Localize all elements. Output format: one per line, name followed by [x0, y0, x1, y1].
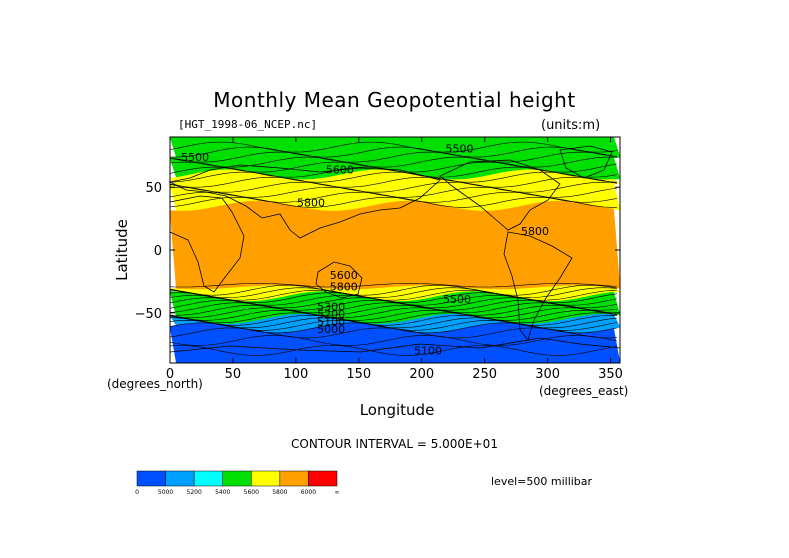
europe-asia-coastline [168, 164, 441, 239]
x-tick-label-3: 150 [346, 367, 371, 382]
band-1 [169, 146, 621, 168]
contour-label-3: 5800 [297, 196, 325, 209]
contour-line-12 [169, 283, 617, 288]
contour-label-1: 5500 [446, 142, 474, 155]
contour-label-0: 5500 [181, 151, 209, 164]
colorbar-swatch-5 [279, 470, 309, 487]
chart-title: Monthly Mean Geopotential height [213, 88, 576, 112]
contour-label-11: 5000 [317, 323, 345, 336]
contour-line-14 [169, 287, 617, 299]
colorbar-swatch-1 [165, 470, 195, 487]
colorbar-label-7: ∞ [335, 489, 340, 496]
band-3 [169, 169, 621, 193]
contour-line-30 [169, 335, 617, 346]
y-axis-ticks: −50 0 50 [135, 181, 620, 322]
pressure-level: level=500 millibar [491, 475, 593, 488]
contour-line-6 [169, 171, 617, 183]
africa-coastline [169, 195, 245, 293]
x-axis-label: Longitude [359, 401, 435, 419]
contour-line-4 [169, 161, 617, 173]
contour-line-29 [169, 327, 617, 339]
contour-line-15 [169, 289, 617, 301]
y-tick-label-2: 50 [145, 181, 162, 196]
contour-line-10 [169, 191, 617, 203]
colorbar-swatch-2 [193, 470, 223, 487]
x-tick-label-7: 350 [598, 367, 623, 382]
contour-labels: 5500550056005800580056005800550053005200… [181, 142, 549, 357]
colorbar-label-6: 6000 [301, 489, 316, 496]
contour-line-2 [169, 151, 617, 163]
x-axis-unit: (degrees_east) [539, 384, 629, 398]
x-tick-label-5: 250 [472, 367, 497, 382]
australia-coastline [315, 261, 363, 299]
contour-label-12: 5100 [414, 344, 442, 357]
contour-line-23 [169, 310, 617, 321]
x-tick-label-0: 0 [166, 367, 174, 382]
contour-label-10: 5100 [317, 316, 345, 329]
contour-line-13 [169, 284, 617, 296]
colorbar-swatch-0 [136, 470, 166, 487]
band-5 [169, 200, 621, 290]
contour-line-11 [169, 197, 617, 208]
contour-line-25 [169, 314, 617, 326]
contour-line-7 [169, 176, 617, 188]
contour-label-2: 5600 [326, 164, 354, 177]
colorbar-swatch-3 [222, 470, 252, 487]
contour-line-8 [169, 181, 617, 193]
contour-interval: CONTOUR INTERVAL = 5.000E+01 [291, 437, 498, 451]
contour-line-0 [169, 141, 617, 153]
y-tick-label-0: −50 [135, 307, 162, 322]
contour-label-4: 5800 [521, 225, 549, 238]
colorbar-label-4: 5600 [244, 489, 259, 496]
antarctica-coastline [169, 337, 621, 353]
north-america-coastline [439, 159, 561, 231]
contour-label-8: 5300 [317, 301, 345, 314]
colorbar-label-5: 5800 [272, 489, 287, 496]
contour-lines [169, 141, 617, 356]
contour-line-22 [169, 307, 617, 319]
colorbar-label-0: 0 [135, 489, 139, 496]
contour-line-24 [169, 312, 617, 324]
contour-line-21 [169, 304, 617, 316]
contour-line-19 [169, 300, 617, 311]
contour-line-20 [169, 302, 617, 314]
south-america-coastline [503, 231, 573, 341]
colorbar-swatch-6 [308, 470, 338, 487]
coastlines [168, 145, 621, 353]
greenland-coastline [559, 145, 613, 179]
contour-label-9: 5200 [317, 308, 345, 321]
units-label: (units:m) [541, 118, 601, 133]
colorbar: 0 5000 5200 5400 5600 5800 6000 ∞ [135, 470, 340, 496]
x-tick-label-2: 100 [283, 367, 308, 382]
contour-line-1 [169, 146, 617, 158]
dataset-filename: [HGT_1998-06_NCEP.nc] [178, 118, 318, 131]
contour-label-7: 5500 [443, 293, 471, 306]
x-tick-label-1: 50 [225, 367, 242, 382]
colorbar-label-2: 5200 [187, 489, 202, 496]
contour-line-5 [169, 166, 617, 178]
contour-label-6: 5800 [330, 280, 358, 293]
contour-line-26 [170, 317, 617, 329]
x-tick-label-6: 300 [535, 367, 560, 382]
contour-line-31 [169, 345, 617, 356]
y-tick-label-1: 0 [154, 244, 162, 259]
colorbar-label-3: 5400 [215, 489, 230, 496]
x-tick-label-4: 200 [409, 367, 434, 382]
colorbar-swatch-4 [251, 470, 281, 487]
colorbar-label-1: 5000 [158, 489, 173, 496]
contour-line-3 [169, 156, 617, 168]
x-axis-ticks: 0 50 100 150 200 250 300 350 [166, 137, 623, 382]
contour-label-5: 5600 [330, 269, 358, 282]
y-axis-unit: (degrees_north) [107, 377, 203, 391]
